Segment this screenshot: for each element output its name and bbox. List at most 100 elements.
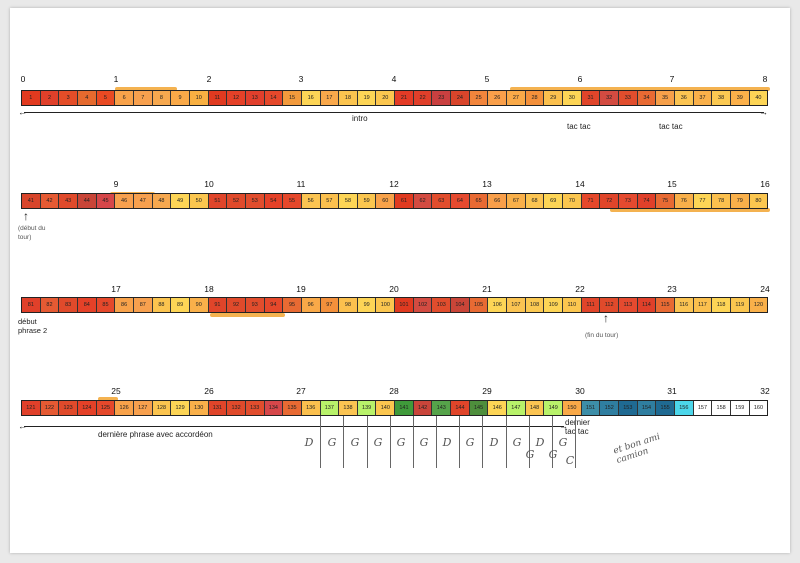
- cell-10: 10: [189, 91, 209, 105]
- cell-148: 148: [525, 401, 545, 415]
- cell-91: 91: [208, 298, 228, 312]
- tick-label: 13: [482, 179, 492, 189]
- cell-55: 55: [283, 194, 302, 208]
- cell-14: 14: [264, 91, 284, 105]
- cell-49: 49: [171, 194, 190, 208]
- cell-2: 2: [40, 91, 60, 105]
- cell-110: 110: [563, 298, 582, 312]
- cell-98: 98: [339, 298, 358, 312]
- tick-label: 11: [296, 179, 306, 189]
- tick-label: 14: [575, 179, 585, 189]
- cell-40: 40: [749, 91, 768, 105]
- cell-92: 92: [227, 298, 246, 312]
- cell-133: 133: [245, 401, 265, 415]
- cell-140: 140: [376, 401, 396, 415]
- cell-154: 154: [637, 401, 657, 415]
- cell-strip: 1 2 3 4 5 6 7 8 9 10 11 12 13 14 15 16 17 18 19 20 21 22 23 24 2…: [21, 90, 768, 106]
- cell-30: 30: [563, 91, 582, 105]
- cell-70: 70: [563, 194, 582, 208]
- cell-25: 25: [469, 91, 489, 105]
- cell-114: 114: [637, 298, 657, 312]
- cell-160: 160: [749, 401, 768, 415]
- tick-label: 7: [669, 74, 675, 84]
- cell-44: 44: [77, 194, 97, 208]
- chord-letter: G: [373, 436, 383, 449]
- chord-letter: D: [489, 436, 499, 449]
- cell-68: 68: [525, 194, 545, 208]
- cell-111: 111: [581, 298, 601, 312]
- cell-78: 78: [712, 194, 731, 208]
- cell-39: 39: [730, 91, 750, 105]
- cell-138: 138: [339, 401, 358, 415]
- cell-53: 53: [245, 194, 265, 208]
- cell-115: 115: [656, 298, 675, 312]
- cell-83: 83: [59, 298, 78, 312]
- cell-124: 124: [77, 401, 97, 415]
- cell-20: 20: [376, 91, 396, 105]
- cell-147: 147: [507, 401, 526, 415]
- cell-141: 141: [395, 401, 414, 415]
- cell-117: 117: [693, 298, 713, 312]
- cell-41: 41: [22, 194, 41, 208]
- cell-16: 16: [301, 91, 321, 105]
- tick-label: 17: [111, 284, 121, 294]
- cell-94: 94: [264, 298, 284, 312]
- cell-66: 66: [488, 194, 508, 208]
- cell-15: 15: [283, 91, 302, 105]
- debut-phrase-2-note: début phrase 2: [18, 317, 48, 335]
- tick-label: 2: [206, 74, 212, 84]
- chord-letter: D: [442, 436, 452, 449]
- cell-112: 112: [600, 298, 619, 312]
- cell-104: 104: [451, 298, 470, 312]
- cell-99: 99: [357, 298, 377, 312]
- cell-151: 151: [581, 401, 601, 415]
- cell-149: 149: [544, 401, 564, 415]
- cell-52: 52: [227, 194, 246, 208]
- tick-label: 25: [111, 386, 121, 396]
- cell-65: 65: [469, 194, 489, 208]
- arrow-left-head: ←: [18, 107, 27, 117]
- debut-du-tour-note: (début du tour): [18, 225, 46, 241]
- cell-11: 11: [208, 91, 228, 105]
- section-arrow: [24, 112, 764, 113]
- cell-12: 12: [227, 91, 246, 105]
- cell-46: 46: [115, 194, 134, 208]
- cell-18: 18: [339, 91, 358, 105]
- cell-63: 63: [432, 194, 452, 208]
- chord-letter: G: [465, 436, 475, 449]
- cell-153: 153: [619, 401, 638, 415]
- tick-label: 18: [204, 284, 214, 294]
- chord-letter: D: [535, 436, 545, 449]
- chord-letter: G: [512, 436, 522, 449]
- cell-38: 38: [712, 91, 731, 105]
- cell-103: 103: [432, 298, 452, 312]
- cell-24: 24: [451, 91, 470, 105]
- cell-74: 74: [637, 194, 657, 208]
- tick-label: 22: [575, 284, 585, 294]
- cell-48: 48: [152, 194, 172, 208]
- cell-120: 120: [749, 298, 768, 312]
- tick-label: 12: [389, 179, 399, 189]
- cell-61: 61: [395, 194, 414, 208]
- handwritten-signature: et bon ami camion: [612, 432, 662, 467]
- cell-150: 150: [563, 401, 582, 415]
- chord-letter: G: [327, 436, 337, 449]
- chord-letter: D: [304, 436, 314, 449]
- cell-42: 42: [40, 194, 60, 208]
- cell-82: 82: [40, 298, 60, 312]
- up-arrow-icon: ↑: [603, 311, 609, 325]
- cell-102: 102: [413, 298, 433, 312]
- cell-43: 43: [59, 194, 78, 208]
- cell-142: 142: [413, 401, 433, 415]
- cell-157: 157: [693, 401, 713, 415]
- cell-109: 109: [544, 298, 564, 312]
- cell-89: 89: [171, 298, 190, 312]
- cell-121: 121: [22, 401, 41, 415]
- cell-158: 158: [712, 401, 731, 415]
- tac-tac-label-1: tac tac: [567, 122, 591, 131]
- cell-135: 135: [283, 401, 302, 415]
- cell-87: 87: [133, 298, 153, 312]
- cell-59: 59: [357, 194, 377, 208]
- tick-label: 15: [667, 179, 677, 189]
- cell-129: 129: [171, 401, 190, 415]
